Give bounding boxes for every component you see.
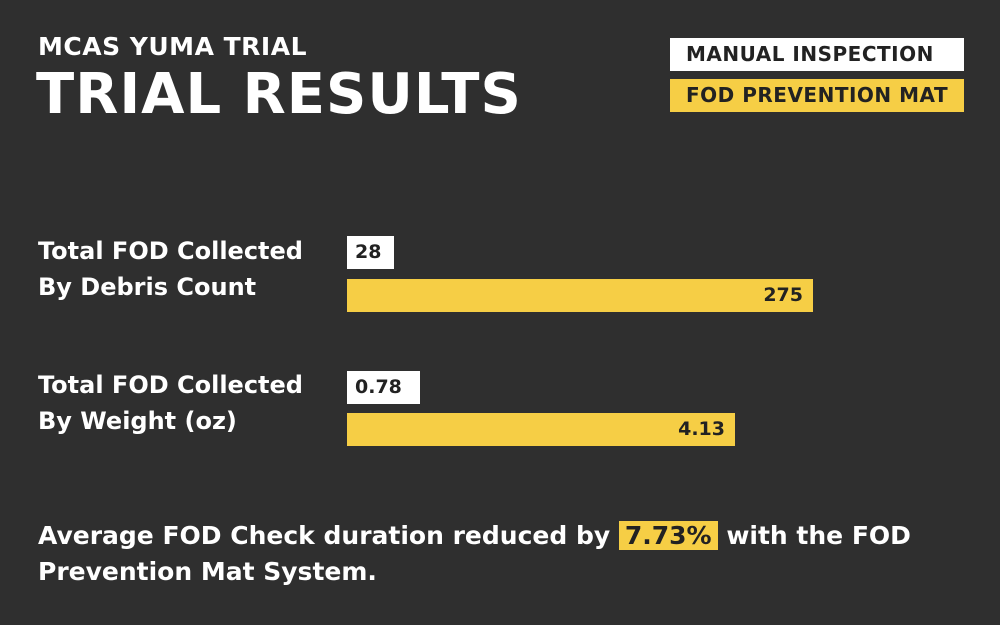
legend-fod-prevention-mat: FOD PREVENTION MAT: [670, 79, 964, 112]
page-title: TRIAL RESULTS: [36, 62, 522, 127]
bar-weight-manual: 0.78: [347, 371, 420, 404]
bar-weight-mat: 4.13: [347, 413, 735, 446]
subtitle: MCAS YUMA TRIAL: [38, 32, 307, 61]
footer-text-after: with the FOD Prevention Mat System.: [38, 521, 911, 586]
legend-manual-inspection: MANUAL INSPECTION: [670, 38, 964, 71]
highlight-percentage: 7.73%: [618, 521, 718, 550]
row-label-debris-count: Total FOD Collected By Debris Count: [38, 237, 303, 301]
footer-text-before: Average FOD Check duration reduced by: [38, 521, 611, 550]
legend: MANUAL INSPECTION FOD PREVENTION MAT: [670, 38, 964, 120]
bar-debris-manual: 28: [347, 236, 394, 269]
bar-debris-mat: 275: [347, 279, 813, 312]
footer-summary: Average FOD Check duration reduced by 7.…: [38, 518, 938, 590]
row-label-weight: Total FOD Collected By Weight (oz): [38, 371, 303, 435]
